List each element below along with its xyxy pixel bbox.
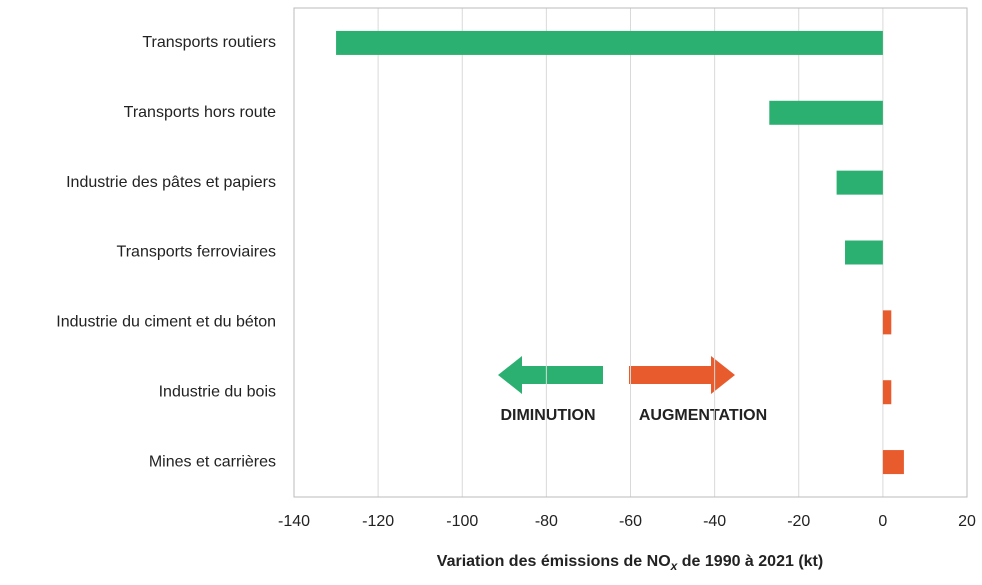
- x-tick-label: 0: [878, 513, 887, 530]
- x-tick-label: -20: [787, 513, 810, 530]
- x-axis-title-part: de 1990 à 2021 (kt): [677, 553, 823, 570]
- bar: [836, 170, 883, 195]
- bar: [882, 380, 892, 405]
- x-axis-title: Variation des émissions de NOx de 1990 à…: [437, 553, 823, 573]
- x-tick-label: -140: [278, 513, 310, 530]
- bar: [845, 240, 883, 265]
- y-tick-label: Industrie du bois: [159, 383, 276, 400]
- y-tick-label: Transports routiers: [142, 34, 276, 51]
- y-tick-label: Industrie des pâtes et papiers: [66, 174, 276, 191]
- plot-frame: [293, 7, 968, 498]
- annotation: AUGMENTATION: [639, 407, 767, 424]
- increase-arrow: [629, 356, 735, 394]
- bar: [882, 450, 904, 475]
- x-axis-title-sub: x: [670, 559, 679, 573]
- bar: [336, 30, 883, 55]
- y-tick-label: Mines et carrières: [149, 453, 276, 470]
- x-tick-label: -40: [703, 513, 726, 530]
- y-tick-label: Industrie du ciment et du béton: [56, 314, 276, 331]
- bar: [882, 310, 892, 335]
- y-tick-label: Transports hors route: [124, 104, 276, 121]
- x-tick-label: 20: [958, 513, 976, 530]
- x-tick-label: -120: [362, 513, 394, 530]
- x-tick-label: -60: [619, 513, 642, 530]
- x-tick-label: -80: [535, 513, 558, 530]
- x-axis-title-part: Variation des émissions de NO: [437, 553, 671, 570]
- decrease-arrow: [498, 356, 603, 394]
- x-tick-label: -100: [446, 513, 478, 530]
- bar: [769, 100, 883, 125]
- y-tick-label: Transports ferroviaires: [117, 244, 276, 261]
- annotation: DIMINUTION: [500, 407, 595, 424]
